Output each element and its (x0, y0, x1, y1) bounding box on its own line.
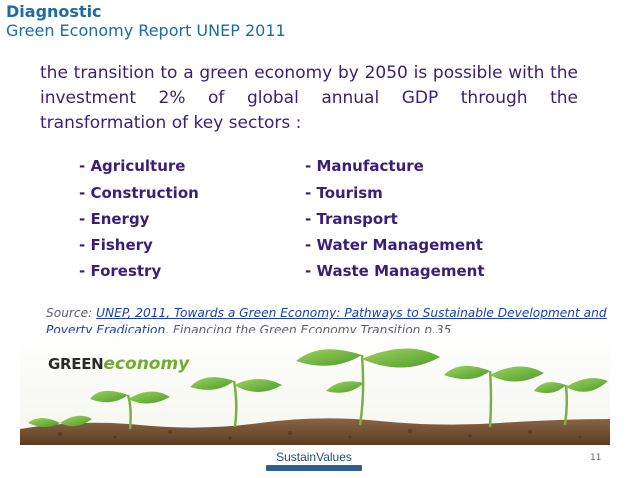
sector-item: - Manufacture (305, 157, 424, 175)
sustainvalues-logo: SustainValues (266, 450, 362, 471)
footer-tagline-bar (266, 465, 362, 471)
page-number: 11 (590, 453, 602, 463)
logo-part-green: GREEN (48, 355, 104, 373)
sector-item: - Water Management (305, 236, 483, 254)
sector-item: - Construction (79, 184, 199, 202)
sector-item: - Tourism (305, 184, 383, 202)
sector-item: - Forestry (79, 262, 162, 280)
green-economy-logo: GREENeconomy (48, 354, 190, 374)
seedlings-photo (20, 333, 610, 445)
sector-item: - Transport (305, 210, 398, 228)
slide-title: Diagnostic (6, 2, 102, 21)
footer-brand-name: SustainValues (276, 450, 352, 464)
source-label: Source: (46, 306, 97, 320)
sector-item: - Fishery (79, 236, 153, 254)
intro-paragraph: the transition to a green economy by 205… (40, 63, 578, 133)
sector-item: - Waste Management (305, 262, 485, 280)
slide-subtitle: Green Economy Report UNEP 2011 (6, 21, 286, 40)
sector-item: - Agriculture (79, 157, 186, 175)
seedlings-illustration (20, 333, 610, 445)
sector-item: - Energy (79, 210, 150, 228)
logo-part-economy: economy (103, 354, 190, 374)
sector-list: - Agriculture - Construction - Energy - … (0, 156, 638, 286)
